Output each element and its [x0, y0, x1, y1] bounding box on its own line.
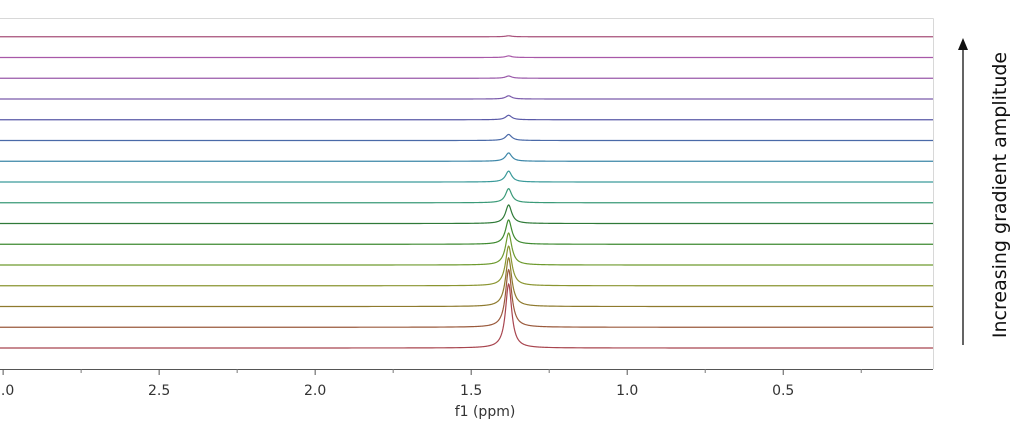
- x-axis-ticks: 3.0 2.5 2.0 1.5 1.0 0.5: [0, 369, 862, 399]
- spectra-traces: [0, 35, 934, 349]
- x-tick-label: 1.5: [460, 383, 482, 399]
- gradient-arrow: [958, 38, 968, 345]
- spectrum-trace-10: [0, 152, 933, 162]
- x-tick-label: 0.5: [772, 383, 794, 399]
- spectrum-trace-16: [0, 35, 933, 38]
- spectrum-trace-12: [0, 114, 933, 121]
- gradient-annotation: Increasing gradient amplitude: [989, 52, 1011, 338]
- spectrum-trace-3: [0, 256, 933, 308]
- x-axis-title: f1 (ppm): [455, 404, 516, 420]
- spectrum-trace-7: [0, 204, 933, 225]
- plot-frame: [0, 18, 934, 369]
- spectrum-trace-14: [0, 75, 933, 79]
- x-tick-label: 1.0: [616, 383, 638, 399]
- spectrum-trace-8: [0, 188, 933, 204]
- arrow-head-icon: [958, 38, 968, 50]
- spectrum-trace-15: [0, 55, 933, 59]
- x-tick-label: 2.5: [148, 383, 170, 399]
- spectrum-trace-2: [0, 268, 933, 328]
- x-tick-label: 3.0: [0, 383, 14, 399]
- spectrum-trace-1: [0, 282, 934, 349]
- x-tick-label: 2.0: [304, 383, 326, 399]
- spectrum-trace-5: [0, 232, 933, 266]
- spectrum-trace-4: [0, 245, 933, 287]
- spectrum-trace-9: [0, 170, 933, 183]
- spectrum-trace-6: [0, 219, 933, 245]
- spectrum-trace-13: [0, 95, 933, 100]
- spectrum-trace-11: [0, 133, 933, 142]
